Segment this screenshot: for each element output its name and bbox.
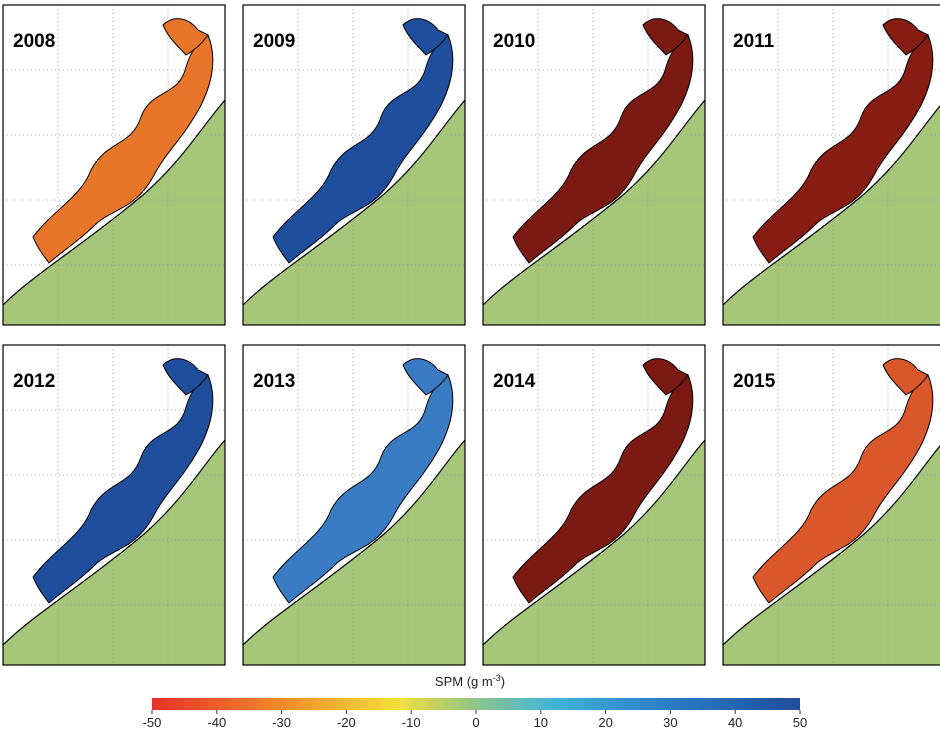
- year-label: 2011: [733, 31, 775, 52]
- map-panel: 2014: [483, 345, 705, 665]
- map-panel: 2009: [243, 5, 465, 325]
- map-panel: 2008: [3, 5, 225, 325]
- colorbar-tick-label: -30: [272, 715, 291, 730]
- map-panel: 2010: [483, 5, 705, 325]
- year-label: 2012: [13, 371, 55, 392]
- year-label: 2010: [493, 31, 535, 52]
- map-content: [3, 5, 225, 325]
- colorbar-tick-label: -40: [207, 715, 226, 730]
- map-panel: 2013: [243, 345, 465, 665]
- year-label: 2014: [493, 371, 536, 392]
- figure: SPM (g m-3) 2008200920102011201220132014…: [0, 0, 940, 733]
- map-panel: 2012: [3, 345, 225, 665]
- map-content: [243, 345, 465, 665]
- colorbar-label: SPM (g m-3): [435, 673, 505, 689]
- map-content: [723, 5, 940, 325]
- colorbar-tick-label: -20: [337, 715, 356, 730]
- colorbar-tick-label: 50: [793, 715, 807, 730]
- colorbar-tick-label: 40: [728, 715, 742, 730]
- year-label: 2015: [733, 371, 776, 392]
- colorbar-tick-label: 10: [534, 715, 548, 730]
- colorbar-tick-label: -50: [143, 715, 162, 730]
- map-content: [483, 5, 705, 325]
- colorbar: [152, 698, 800, 710]
- colorbar-tick-label: -10: [402, 715, 421, 730]
- map-content: [723, 345, 940, 665]
- colorbar-tick-label: 20: [598, 715, 612, 730]
- map-panel: 2015: [723, 345, 940, 665]
- year-label: 2013: [253, 371, 295, 392]
- year-label: 2009: [253, 31, 295, 52]
- colorbar-tick-label: 0: [472, 715, 479, 730]
- map-panel: 2011: [723, 5, 940, 325]
- map-content: [483, 345, 705, 665]
- map-content: [243, 5, 465, 325]
- year-label: 2008: [13, 31, 55, 52]
- map-content: [3, 345, 225, 665]
- colorbar-tick-label: 30: [663, 715, 677, 730]
